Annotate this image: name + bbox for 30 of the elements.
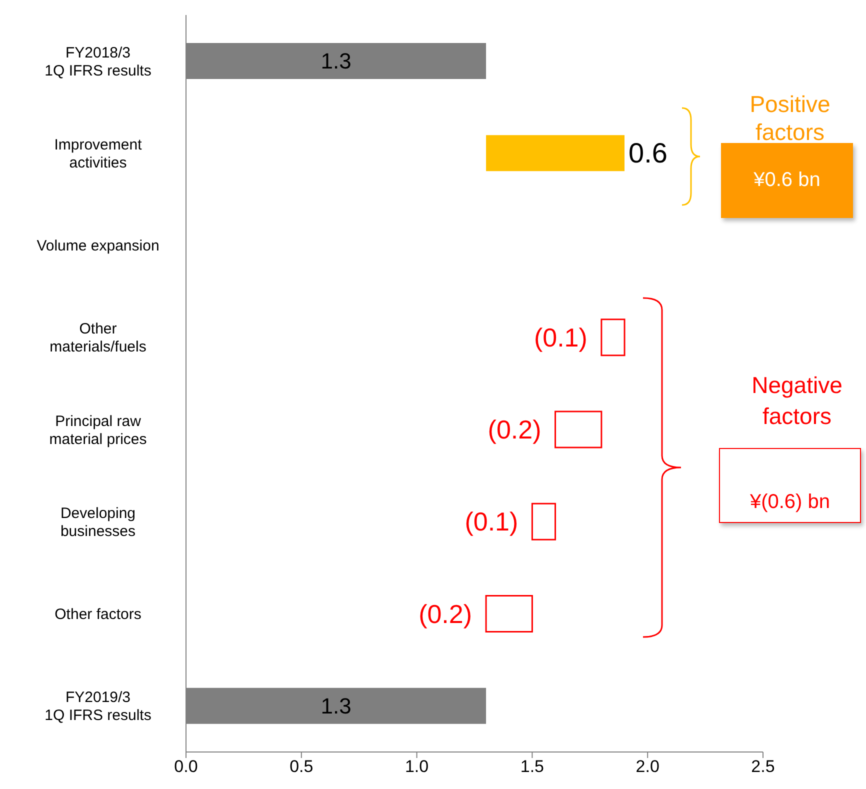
y-tick-label: Improvement activities	[54, 136, 143, 172]
data-label: 1.3	[320, 48, 352, 74]
y-tick-label: Other materials/fuels	[50, 320, 146, 356]
bar	[485, 595, 533, 632]
y-tick-label: Volume expansion	[36, 238, 160, 255]
y-tick-label: Other factors	[54, 606, 142, 624]
annotation: Negative factors	[750, 371, 844, 431]
data-label: (0.2)	[488, 414, 542, 444]
annotation: Positive factors	[748, 90, 832, 146]
x-tick-label: 0.0	[174, 757, 198, 776]
data-label: (0.1)	[534, 322, 588, 352]
y-tick-label: Principal raw material prices	[49, 412, 147, 448]
data-label: (0.1)	[464, 506, 518, 537]
bar	[600, 318, 626, 356]
bar	[486, 135, 625, 172]
y-tick-label: Developing businesses	[60, 504, 136, 540]
data-label: 1.3	[320, 693, 352, 718]
y-tick-label: FY2019/3 1Q IFRS results	[44, 689, 152, 724]
data-label: (0.2)	[418, 598, 472, 629]
bar	[554, 410, 602, 448]
y-tick-label: FY2018/3 1Q IFRS results	[44, 44, 152, 80]
x-tick-label: 1.0	[404, 757, 429, 776]
x-tick-label: 1.5	[520, 757, 544, 776]
x-tick-label: 0.5	[290, 757, 314, 776]
data-label: 0.6	[628, 138, 668, 169]
callout-box: ¥(0.6) bn	[719, 448, 861, 523]
callout-box: ¥0.6 bn	[721, 143, 853, 218]
x-tick-label: 2.0	[636, 757, 660, 776]
bar	[531, 502, 556, 540]
x-tick-label: 2.5	[751, 757, 775, 776]
